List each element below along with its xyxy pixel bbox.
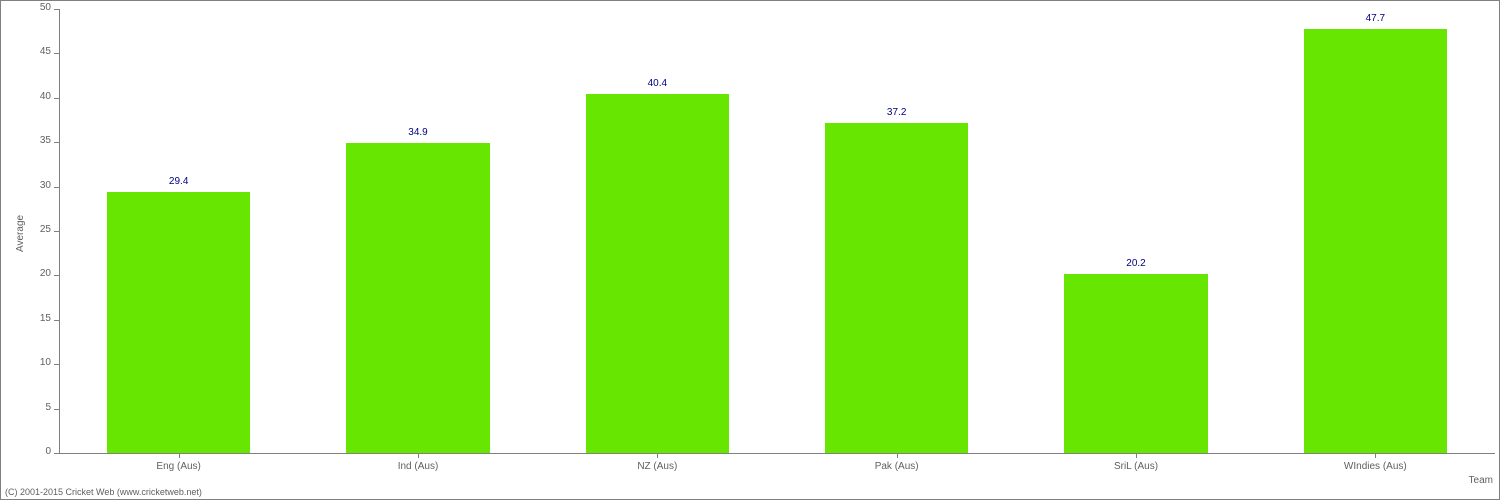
y-tick-label: 0 — [1, 446, 51, 457]
y-tick-label: 5 — [1, 402, 51, 413]
x-tick-label: NZ (Aus) — [577, 461, 737, 472]
bar-value-label: 34.9 — [368, 127, 468, 138]
y-tick — [54, 453, 59, 454]
plot-area — [59, 9, 1495, 453]
x-tick — [897, 453, 898, 458]
y-tick — [54, 364, 59, 365]
y-tick — [54, 98, 59, 99]
y-tick — [54, 187, 59, 188]
x-tick-label: Eng (Aus) — [99, 461, 259, 472]
y-tick-label: 40 — [1, 91, 51, 102]
bar-value-label: 37.2 — [847, 107, 947, 118]
copyright-text: (C) 2001-2015 Cricket Web (www.cricketwe… — [5, 487, 202, 497]
bar — [346, 143, 490, 453]
x-tick-label: Pak (Aus) — [817, 461, 977, 472]
bar-value-label: 47.7 — [1325, 13, 1425, 24]
y-tick-label: 25 — [1, 224, 51, 235]
y-tick — [54, 409, 59, 410]
y-tick-label: 10 — [1, 357, 51, 368]
y-axis-line — [59, 9, 60, 453]
y-tick — [54, 9, 59, 10]
x-axis-title: Team — [1469, 475, 1493, 486]
bar-value-label: 40.4 — [607, 78, 707, 89]
x-tick — [657, 453, 658, 458]
bar — [1304, 29, 1448, 453]
x-tick — [179, 453, 180, 458]
y-axis-title: Average — [15, 215, 26, 252]
y-tick — [54, 320, 59, 321]
y-tick-label: 15 — [1, 313, 51, 324]
y-tick-label: 30 — [1, 180, 51, 191]
x-tick — [1375, 453, 1376, 458]
y-tick-label: 45 — [1, 46, 51, 57]
bar — [1064, 274, 1208, 453]
x-tick-label: Ind (Aus) — [338, 461, 498, 472]
x-tick — [1136, 453, 1137, 458]
bar — [825, 123, 969, 453]
y-tick-label: 50 — [1, 2, 51, 13]
y-tick-label: 20 — [1, 268, 51, 279]
bar — [107, 192, 251, 453]
x-tick-label: SriL (Aus) — [1056, 461, 1216, 472]
x-tick — [418, 453, 419, 458]
chart-container: 0 5 10 15 20 25 30 35 40 45 50 Eng (Aus) Ind (Aus) N… — [0, 0, 1500, 500]
y-tick — [54, 53, 59, 54]
y-tick — [54, 142, 59, 143]
y-tick — [54, 275, 59, 276]
y-tick — [54, 231, 59, 232]
bar-value-label: 20.2 — [1086, 258, 1186, 269]
bar-value-label: 29.4 — [129, 176, 229, 187]
y-tick-label: 35 — [1, 135, 51, 146]
bar — [586, 94, 730, 453]
x-axis-line — [59, 453, 1495, 454]
x-tick-label: WIndies (Aus) — [1295, 461, 1455, 472]
